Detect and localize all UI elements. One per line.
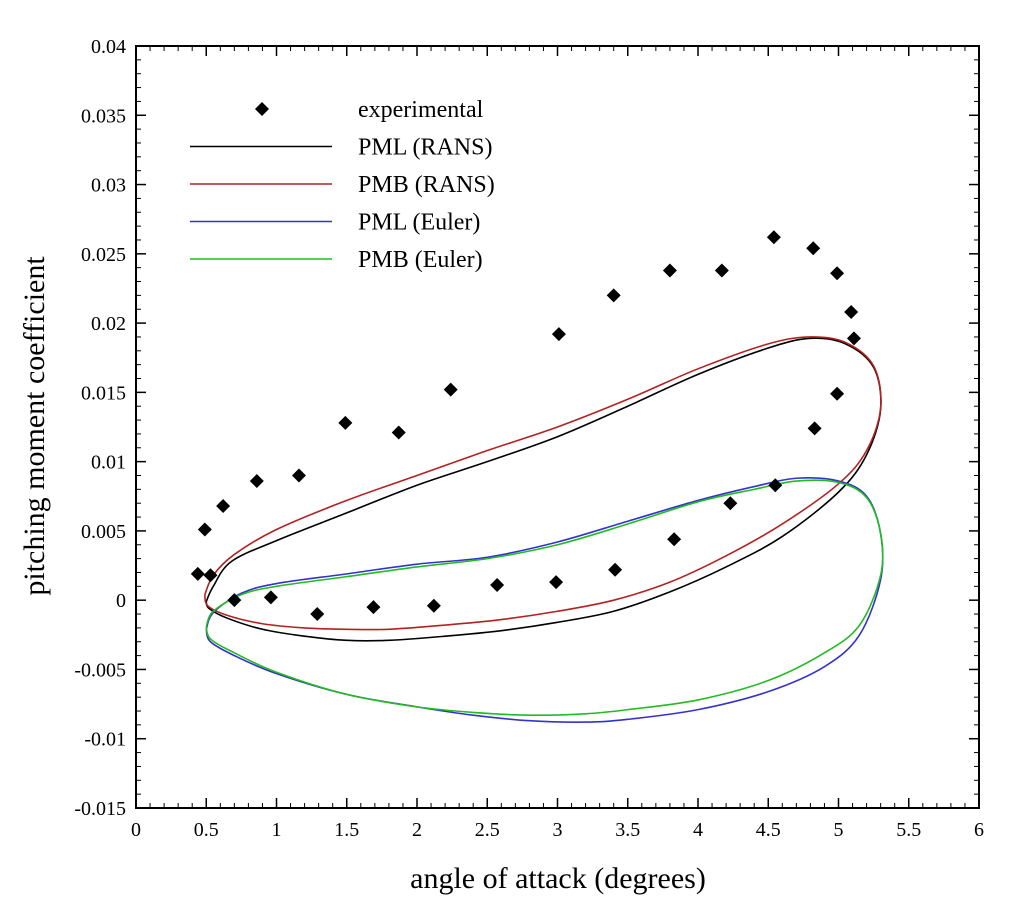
data-point-experimental	[830, 387, 844, 401]
data-point-experimental	[191, 567, 205, 581]
data-point-experimental	[808, 421, 822, 435]
x-tick-label: 5	[834, 819, 844, 841]
y-tick-label: -0.015	[74, 798, 126, 820]
x-tick-label: 1	[272, 819, 282, 841]
data-point-experimental	[292, 468, 306, 482]
y-tick-label: 0.04	[91, 36, 126, 58]
data-point-experimental	[444, 383, 458, 397]
x-tick-label: 2.5	[475, 819, 500, 841]
y-tick-label: 0.015	[81, 382, 126, 404]
y-axis-title: pitching moment coefficient	[18, 256, 51, 596]
y-tick-label: 0.03	[91, 175, 126, 197]
x-tick-label: 1.5	[334, 819, 359, 841]
series-line-pml-euler	[206, 478, 883, 722]
data-point-experimental	[723, 496, 737, 510]
x-tick-label: 3	[553, 819, 563, 841]
x-tick-label: 0.5	[194, 819, 219, 841]
y-tick-label: 0.035	[81, 105, 126, 127]
y-tick-label: 0	[116, 590, 126, 612]
x-tick-label: 0	[131, 819, 141, 841]
data-point-experimental	[552, 327, 566, 341]
data-point-experimental	[366, 600, 380, 614]
data-point-experimental	[264, 590, 278, 604]
data-point-experimental	[216, 499, 230, 513]
data-point-experimental	[608, 563, 622, 577]
data-point-experimental	[844, 305, 858, 319]
series-line-pml-rans	[206, 338, 881, 641]
data-point-experimental	[198, 523, 212, 537]
legend-label: PMB (Euler)	[358, 247, 483, 273]
data-point-experimental	[663, 263, 677, 277]
data-point-experimental	[847, 331, 861, 345]
legend-label: experimental	[358, 97, 484, 123]
y-tick-label: 0.01	[91, 452, 126, 474]
chart-container: 0 0.5 1 1.5 2 2.5 3 3.5 4 4.5 5 5.5 6 -0.015 -0.01 -0.0…	[0, 0, 1032, 909]
data-point-experimental	[250, 474, 264, 488]
data-point-experimental	[392, 426, 406, 440]
x-tick-label: 6	[974, 819, 984, 841]
data-point-experimental	[338, 416, 352, 430]
chart-svg: 0 0.5 1 1.5 2 2.5 3 3.5 4 4.5 5 5.5 6 -0.015 -0.01 -0.0…	[0, 0, 1032, 909]
series-layer	[191, 230, 883, 722]
x-axis-title: angle of attack (degrees)	[410, 862, 706, 895]
data-point-experimental	[715, 263, 729, 277]
x-tick-label: 2	[412, 819, 422, 841]
legend: experimental PML (RANS) PMB (RANS) PML (Eul…	[190, 97, 495, 273]
data-point-experimental	[806, 241, 820, 255]
data-point-experimental	[310, 607, 324, 621]
y-tick-label: -0.005	[74, 659, 126, 681]
x-tick-label: 4.5	[756, 819, 781, 841]
legend-label: PMB (RANS)	[358, 172, 495, 198]
data-point-experimental	[767, 230, 781, 244]
x-tick-label: 5.5	[896, 819, 921, 841]
data-point-experimental	[830, 266, 844, 280]
data-point-experimental	[427, 599, 441, 613]
data-point-experimental	[203, 568, 217, 582]
data-point-experimental	[549, 575, 563, 589]
legend-marker-experimental	[255, 102, 269, 116]
data-point-experimental	[490, 578, 504, 592]
data-point-experimental	[667, 532, 681, 546]
y-tick-label: 0.02	[91, 313, 126, 335]
legend-label: PML (RANS)	[358, 135, 492, 161]
data-point-experimental	[607, 288, 621, 302]
y-tick-label: 0.025	[81, 244, 126, 266]
x-tick-label: 4	[693, 819, 703, 841]
x-tick-label: 3.5	[615, 819, 640, 841]
legend-label: PML (Euler)	[358, 210, 480, 236]
y-tick-label: -0.01	[84, 729, 126, 751]
y-tick-label: 0.005	[81, 521, 126, 543]
